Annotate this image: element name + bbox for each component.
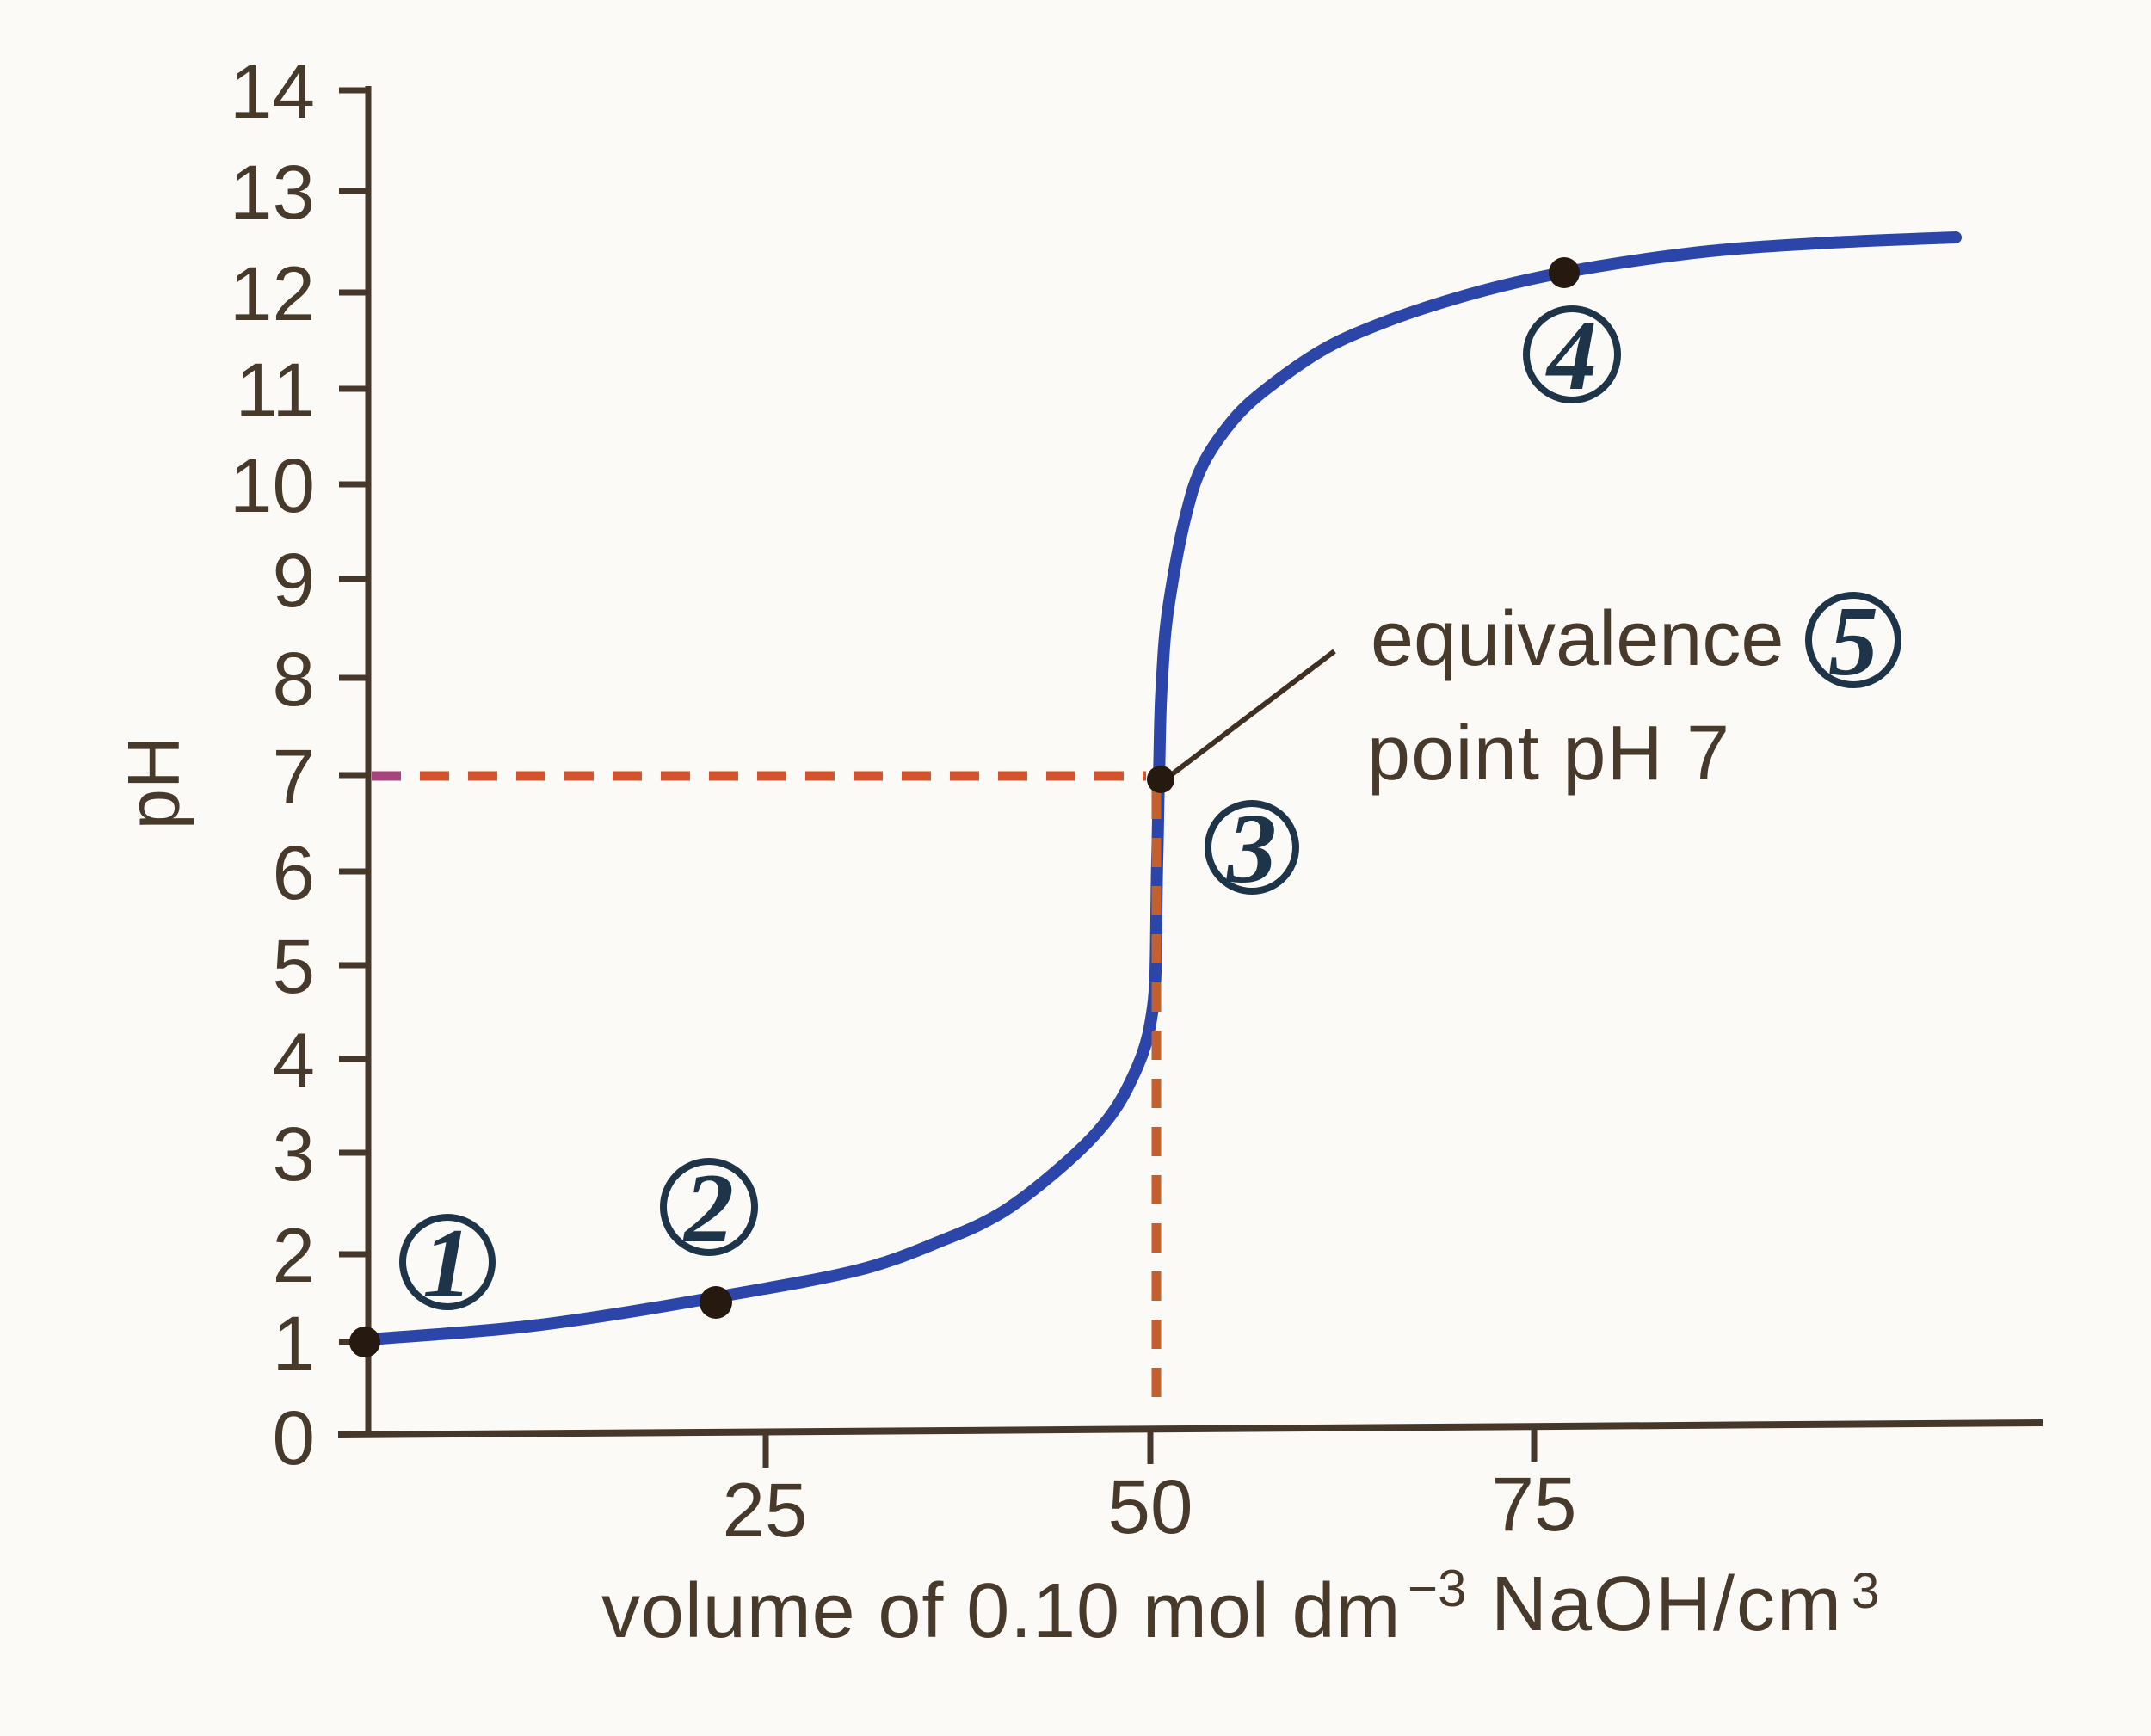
svg-text:11: 11	[236, 347, 315, 433]
svg-text:volume of 0.10 mol dm: volume of 0.10 mol dm	[601, 1568, 1401, 1654]
svg-text:5: 5	[273, 923, 316, 1009]
svg-text:0: 0	[273, 1394, 316, 1481]
svg-text:4: 4	[1545, 301, 1597, 411]
svg-text:6: 6	[273, 829, 316, 915]
svg-text:point pH 7: point pH 7	[1367, 711, 1730, 797]
svg-text:14: 14	[230, 48, 315, 134]
svg-text:10: 10	[230, 442, 315, 528]
svg-text:8: 8	[273, 636, 316, 722]
svg-text:3: 3	[273, 1111, 316, 1197]
svg-text:3: 3	[1226, 794, 1277, 904]
svg-text:3: 3	[1852, 1563, 1879, 1619]
svg-text:9: 9	[273, 537, 316, 623]
svg-text:13: 13	[230, 149, 315, 235]
svg-text:equivalence: equivalence	[1371, 596, 1784, 682]
svg-text:2: 2	[682, 1154, 734, 1264]
svg-text:75: 75	[1492, 1461, 1577, 1547]
svg-text:2: 2	[273, 1212, 316, 1298]
svg-text:4: 4	[273, 1017, 316, 1103]
svg-text:25: 25	[723, 1467, 808, 1553]
svg-text:50: 50	[1108, 1463, 1193, 1549]
svg-text:1: 1	[422, 1209, 472, 1319]
svg-text:1: 1	[273, 1300, 316, 1386]
svg-text:−3: −3	[1408, 1560, 1466, 1617]
svg-text:7: 7	[273, 733, 316, 819]
svg-text:pH: pH	[114, 736, 195, 830]
svg-text:NaOH/cm: NaOH/cm	[1491, 1561, 1843, 1647]
svg-text:5: 5	[1828, 587, 1878, 697]
svg-text:12: 12	[230, 250, 315, 336]
